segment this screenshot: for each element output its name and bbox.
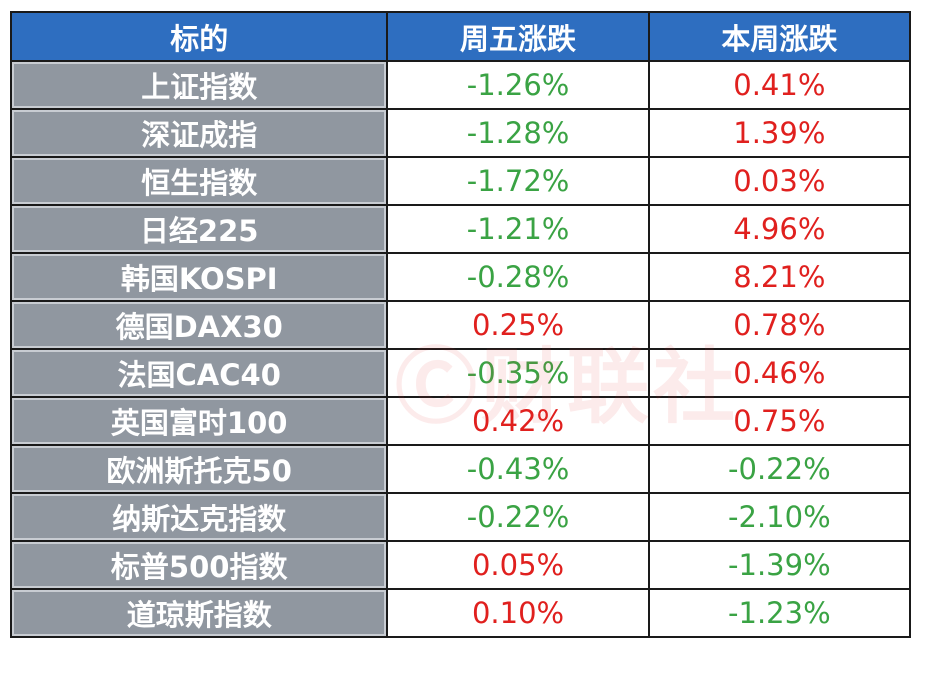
index-name: 欧洲斯托克50 (9, 444, 389, 494)
index-name: 英国富时100 (9, 396, 389, 446)
week-change: 4.96% (647, 204, 912, 254)
table-row: 日经225 -1.21% 4.96% (9, 204, 912, 254)
week-change: -1.23% (647, 588, 912, 638)
table-row: 深证成指 -1.28% 1.39% (9, 108, 912, 158)
friday-change: -0.22% (386, 492, 650, 542)
index-name: 恒生指数 (9, 156, 389, 206)
index-performance-table: 标的 周五涨跌 本周涨跌 上证指数 -1.26% 0.41% 深证成指 -1.28% 1.… (9, 11, 912, 638)
index-name: 深证成指 (9, 108, 389, 158)
friday-change: 0.10% (386, 588, 650, 638)
table-row: 标普500指数 0.05% -1.39% (9, 540, 912, 590)
week-change: 0.78% (647, 300, 912, 350)
friday-change: -1.21% (386, 204, 650, 254)
header-week: 本周涨跌 (647, 11, 912, 62)
week-change: 0.03% (647, 156, 912, 206)
table-row: 欧洲斯托克50 -0.43% -0.22% (9, 444, 912, 494)
friday-change: 0.05% (386, 540, 650, 590)
week-change: 1.39% (647, 108, 912, 158)
table-row: 上证指数 -1.26% 0.41% (9, 60, 912, 110)
table-row: 道琼斯指数 0.10% -1.23% (9, 588, 912, 638)
table-row: 恒生指数 -1.72% 0.03% (9, 156, 912, 206)
header-friday: 周五涨跌 (386, 11, 650, 62)
header-name: 标的 (9, 11, 389, 62)
index-name: 标普500指数 (9, 540, 389, 590)
week-change: -0.22% (647, 444, 912, 494)
friday-change: -1.28% (386, 108, 650, 158)
week-change: 0.41% (647, 60, 912, 110)
index-name: 德国DAX30 (9, 300, 389, 350)
friday-change: -1.72% (386, 156, 650, 206)
index-name: 纳斯达克指数 (9, 492, 389, 542)
index-name: 日经225 (9, 204, 389, 254)
friday-change: -0.43% (386, 444, 650, 494)
table-row: 英国富时100 0.42% 0.75% (9, 396, 912, 446)
table-row: 韩国KOSPI -0.28% 8.21% (9, 252, 912, 302)
index-name: 韩国KOSPI (9, 252, 389, 302)
week-change: -2.10% (647, 492, 912, 542)
friday-change: 0.42% (386, 396, 650, 446)
week-change: -1.39% (647, 540, 912, 590)
table-row: 德国DAX30 0.25% 0.78% (9, 300, 912, 350)
week-change: 0.75% (647, 396, 912, 446)
week-change: 8.21% (647, 252, 912, 302)
friday-change: -0.35% (386, 348, 650, 398)
index-name: 法国CAC40 (9, 348, 389, 398)
friday-change: 0.25% (386, 300, 650, 350)
index-name: 道琼斯指数 (9, 588, 389, 638)
week-change: 0.46% (647, 348, 912, 398)
friday-change: -1.26% (386, 60, 650, 110)
header-row: 标的 周五涨跌 本周涨跌 (9, 11, 912, 62)
index-name: 上证指数 (9, 60, 389, 110)
friday-change: -0.28% (386, 252, 650, 302)
table-row: 纳斯达克指数 -0.22% -2.10% (9, 492, 912, 542)
table-row: 法国CAC40 -0.35% 0.46% (9, 348, 912, 398)
